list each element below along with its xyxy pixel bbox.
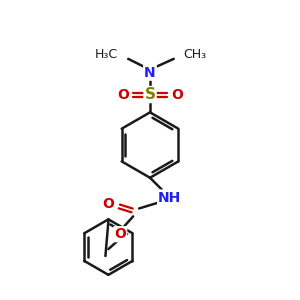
Text: NH: NH bbox=[158, 190, 181, 205]
Text: H₃C: H₃C bbox=[95, 48, 118, 62]
Text: O: O bbox=[103, 197, 114, 212]
Text: O: O bbox=[171, 88, 183, 101]
Text: CH₃: CH₃ bbox=[184, 48, 207, 62]
Text: N: N bbox=[144, 66, 156, 80]
Text: O: O bbox=[114, 227, 126, 241]
Text: O: O bbox=[117, 88, 129, 101]
Text: S: S bbox=[145, 87, 155, 102]
